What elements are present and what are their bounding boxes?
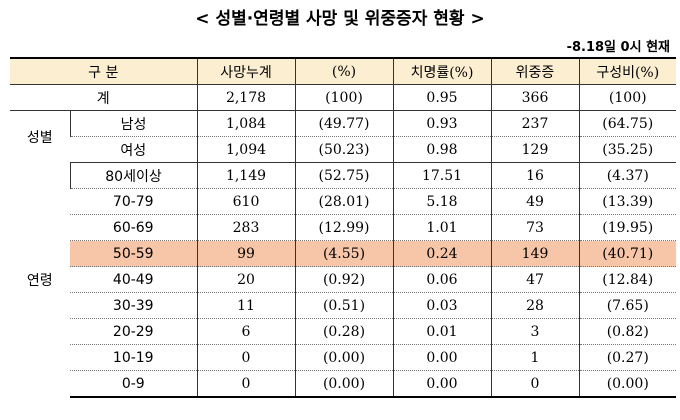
row-label: 0-9 xyxy=(70,370,197,398)
cell-deaths-pct: (49.77) xyxy=(294,110,393,137)
sex-group-label: 성별 xyxy=(10,110,70,163)
cell-deaths-pct: (4.55) xyxy=(294,240,393,267)
cell-deaths-pct: (0.28) xyxy=(294,318,393,345)
cell-deaths: 11 xyxy=(196,292,295,319)
cell-fatality-rate: 0.06 xyxy=(392,266,491,293)
cell-fatality-rate: 0.24 xyxy=(392,240,491,267)
cell-deaths: 0 xyxy=(196,370,295,398)
cell-fatality-rate: 0.00 xyxy=(392,370,491,398)
header-deaths-pct: (%) xyxy=(294,57,393,85)
cell-composition: (0.00) xyxy=(578,370,676,398)
cell-critical: 3 xyxy=(490,318,579,345)
cell-fatality-rate: 5.18 xyxy=(392,188,491,215)
cell-deaths: 0 xyxy=(196,344,295,371)
cell-composition: (40.71) xyxy=(578,240,676,267)
cell-deaths: 1,149 xyxy=(196,162,295,189)
cell-critical: 49 xyxy=(490,188,579,215)
timestamp: -8.18일 0시 현재 xyxy=(566,40,670,55)
cell-critical: 0 xyxy=(490,370,579,398)
row-label: 여성 xyxy=(70,136,197,163)
row-label: 70-79 xyxy=(70,188,197,215)
table-row: 0-9 0 (0.00) 0.00 0 (0.00) xyxy=(10,370,676,398)
cell-fatality-rate: 17.51 xyxy=(392,162,491,189)
cell-composition: (0.27) xyxy=(578,344,676,371)
cell-critical: 73 xyxy=(490,214,579,241)
cell-deaths: 99 xyxy=(196,240,295,267)
table-row: 여성 1,094 (50.23) 0.98 129 (35.25) xyxy=(10,136,676,163)
cell-deaths-pct: (0.51) xyxy=(294,292,393,319)
total-label: 계 xyxy=(10,84,197,111)
total-fatality-rate: 0.95 xyxy=(392,84,491,111)
header-fatality-rate: 치명률(%) xyxy=(392,57,491,85)
cell-deaths-pct: (0.00) xyxy=(294,370,393,398)
header-deaths: 사망누계 xyxy=(196,57,295,85)
row-label: 50-59 xyxy=(70,240,197,267)
cell-fatality-rate: 0.98 xyxy=(392,136,491,163)
cell-deaths: 283 xyxy=(196,214,295,241)
table-row: 성별 남성 1,084 (49.77) 0.93 237 (64.75) xyxy=(10,110,676,163)
row-label: 10-19 xyxy=(70,344,197,371)
age-group-label: 연령 xyxy=(10,162,70,397)
row-label: 20-29 xyxy=(70,318,197,345)
row-label: 30-39 xyxy=(70,292,197,319)
cell-fatality-rate: 0.93 xyxy=(392,110,491,137)
cell-critical: 16 xyxy=(490,162,579,189)
cell-composition: (19.95) xyxy=(578,214,676,241)
header-composition: 구성비(%) xyxy=(578,57,676,85)
cell-deaths: 1,084 xyxy=(196,110,295,137)
cell-critical: 47 xyxy=(490,266,579,293)
cell-composition: (13.39) xyxy=(578,188,676,215)
total-composition: (100) xyxy=(578,84,676,111)
cell-critical: 149 xyxy=(490,240,579,267)
table-header-row: 구 분 사망누계 (%) 치명률(%) 위중증 구성비(%) xyxy=(10,57,676,85)
total-critical: 366 xyxy=(490,84,579,111)
table-row: 70-79 610 (28.01) 5.18 49 (13.39) xyxy=(10,188,676,215)
cell-critical: 129 xyxy=(490,136,579,163)
cell-composition: (0.82) xyxy=(578,318,676,345)
table-row: 20-29 6 (0.28) 0.01 3 (0.82) xyxy=(10,318,676,345)
cell-deaths-pct: (50.23) xyxy=(294,136,393,163)
table-row: 60-69 283 (12.99) 1.01 73 (19.95) xyxy=(10,214,676,241)
row-label: 80세이상 xyxy=(69,162,197,189)
table-row: 10-19 0 (0.00) 0.00 1 (0.27) xyxy=(10,344,676,371)
page-title: < 성별·연령별 사망 및 위중증자 현황 > xyxy=(195,9,485,29)
cell-deaths: 1,094 xyxy=(196,136,295,163)
cell-deaths-pct: (28.01) xyxy=(294,188,393,215)
cell-deaths: 20 xyxy=(196,266,295,293)
total-deaths-pct: (100) xyxy=(294,84,393,111)
header-critical: 위중증 xyxy=(490,57,579,85)
total-row: 계 2,178 (100) 0.95 366 (100) xyxy=(10,84,676,111)
cell-fatality-rate: 1.01 xyxy=(392,214,491,241)
table-row: 연령 80세이상 1,149 (52.75) 17.51 16 (4.37) xyxy=(10,162,676,397)
table-row: 30-39 11 (0.51) 0.03 28 (7.65) xyxy=(10,292,676,319)
cell-deaths: 610 xyxy=(196,188,295,215)
row-label: 60-69 xyxy=(70,214,197,241)
cell-composition: (64.75) xyxy=(578,110,676,137)
cell-deaths-pct: (0.92) xyxy=(294,266,393,293)
table-row-highlighted: 50-59 99 (4.55) 0.24 149 (40.71) xyxy=(10,240,676,267)
cell-composition: (4.37) xyxy=(578,162,676,189)
cell-deaths: 6 xyxy=(196,318,295,345)
header-category: 구 분 xyxy=(10,57,197,85)
cell-deaths-pct: (0.00) xyxy=(294,344,393,371)
cell-deaths-pct: (52.75) xyxy=(294,162,393,189)
cell-fatality-rate: 0.03 xyxy=(392,292,491,319)
row-label: 40-49 xyxy=(70,266,197,293)
cell-fatality-rate: 0.01 xyxy=(392,318,491,345)
table-row: 40-49 20 (0.92) 0.06 47 (12.84) xyxy=(10,266,676,293)
stats-table: 구 분 사망누계 (%) 치명률(%) 위중증 구성비(%) 계 2,178 (… xyxy=(10,57,676,398)
cell-composition: (35.25) xyxy=(578,136,676,163)
cell-fatality-rate: 0.00 xyxy=(392,344,491,371)
cell-deaths-pct: (12.99) xyxy=(294,214,393,241)
cell-critical: 28 xyxy=(490,292,579,319)
cell-composition: (7.65) xyxy=(578,292,676,319)
cell-critical: 237 xyxy=(490,110,579,137)
row-label: 남성 xyxy=(69,110,197,137)
cell-composition: (12.84) xyxy=(578,266,676,293)
total-deaths: 2,178 xyxy=(196,84,295,111)
cell-critical: 1 xyxy=(490,344,579,371)
